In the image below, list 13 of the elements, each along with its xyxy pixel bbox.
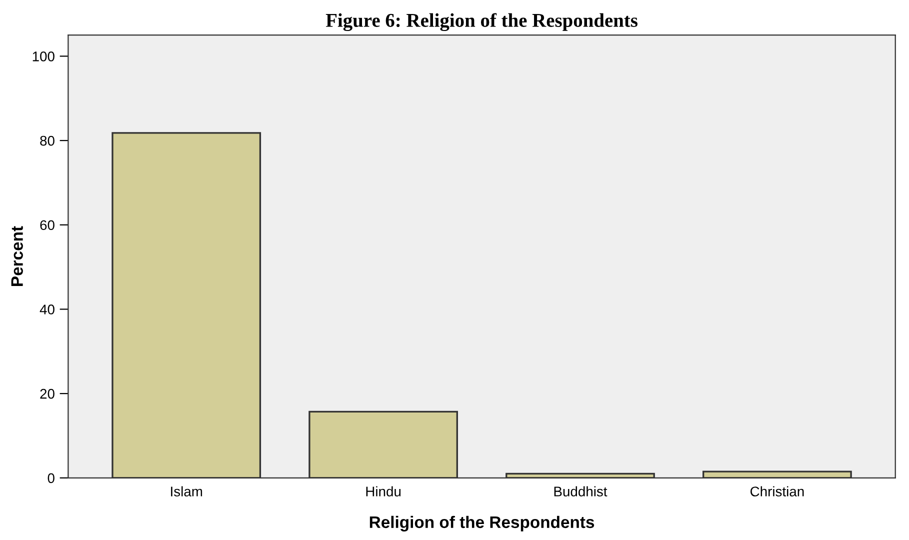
chart-title: Figure 6: Religion of the Respondents xyxy=(326,13,638,32)
x-tick-label: Islam xyxy=(171,486,202,496)
y-tick-label: 0 xyxy=(48,473,54,484)
y-tick-label: 80 xyxy=(40,136,54,146)
x-tick-label: Hindu xyxy=(366,486,401,496)
y-tick-label: 40 xyxy=(40,304,54,314)
y-tick-label: 20 xyxy=(40,388,54,399)
x-tick-label: Buddhist xyxy=(554,486,608,496)
y-axis-title: Percent xyxy=(11,226,23,286)
y-tick-label: 60 xyxy=(40,220,54,230)
y-tick-label: 100 xyxy=(32,52,54,62)
x-axis-title: Religion of the Respondents xyxy=(370,516,594,532)
x-tick-label: Christian xyxy=(750,486,804,496)
